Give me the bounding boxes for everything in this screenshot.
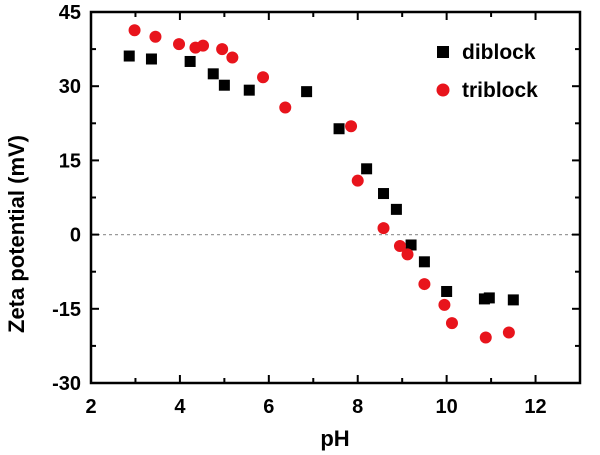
triblock-point [226,51,239,64]
y-tick-label: 0 [70,225,81,247]
triblock-point [418,278,431,291]
triblock-point [279,101,292,114]
triblock-point [345,120,358,133]
diblock-point [483,292,495,304]
x-tick-label: 2 [85,396,96,418]
triblock-point [502,326,515,339]
diblock-point [361,163,373,175]
plot-area [91,24,580,344]
diblock-point [123,50,135,62]
y-tick-label: 45 [59,2,81,24]
diblock-point [301,86,313,98]
diblock-point [207,68,219,80]
triblock-point [351,174,364,187]
x-tick-label: 6 [263,396,274,418]
diblock-point [418,256,430,268]
legend-diblock-label: diblock [462,41,536,64]
y-axis-title: Zeta potential (mV) [4,135,29,333]
x-tick-label: 10 [436,396,458,418]
triblock-point [257,71,270,84]
y-tick-label: 30 [59,76,81,98]
triblock-point [149,30,162,43]
diblock-point [390,203,402,215]
triblock-point [377,222,390,235]
diblock-point [145,53,157,65]
x-axis-title: pH [320,426,349,451]
x-tick-label: 4 [174,396,186,418]
y-tick-label: -15 [52,299,81,321]
diblock-point [378,188,390,200]
y-tick-label: -30 [52,373,81,395]
legend: diblock triblock [436,41,538,102]
triblock-point [393,239,406,252]
diblock-point [218,79,230,91]
y-tick-label: 15 [59,150,81,172]
triblock-point [401,248,414,261]
diblock-point [441,285,453,297]
x-tick-label: 12 [524,396,546,418]
legend-triblock-marker [436,83,450,97]
triblock-point [216,43,229,56]
triblock-point [438,298,451,311]
diblock-point [405,239,417,251]
axes: 2 4 6 8 10 12 -30 -15 0 15 30 45 [52,2,582,418]
diblock-point [507,294,519,306]
diblock-point [243,84,255,96]
diblock-point [333,123,345,135]
triblock-point [445,317,458,330]
legend-triblock-label: triblock [462,79,538,102]
triblock-point [128,24,141,37]
x-tick-label: 8 [352,396,363,418]
diblock-point [184,55,196,67]
triblock-point [197,39,210,52]
triblock-point [173,38,186,51]
legend-diblock-marker [437,46,449,58]
triblock-point [479,331,492,344]
